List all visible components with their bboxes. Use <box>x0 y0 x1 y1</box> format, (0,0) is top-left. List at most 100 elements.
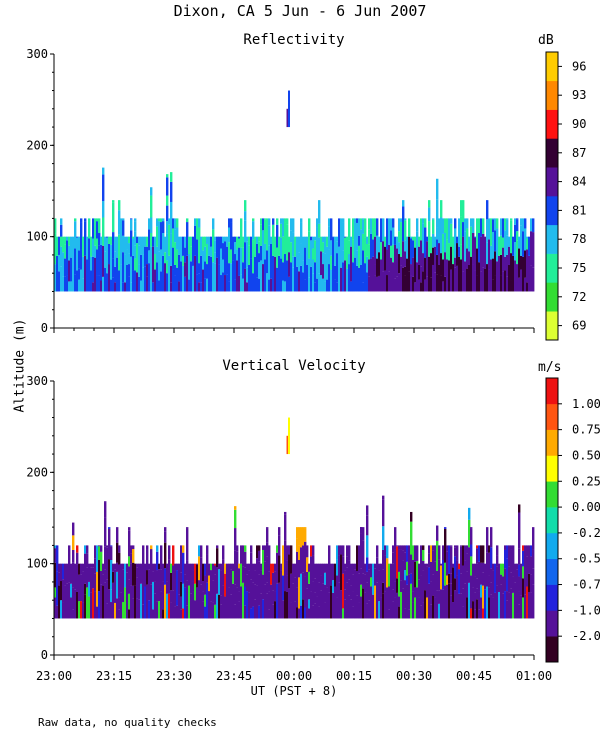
data-cell <box>108 527 111 529</box>
data-cell <box>150 187 153 196</box>
data-cell <box>388 271 391 292</box>
data-cell <box>520 269 523 292</box>
data-cell <box>326 563 329 588</box>
data-cell <box>432 545 435 551</box>
data-cell <box>418 236 421 247</box>
y-tick-label: 300 <box>26 47 48 61</box>
data-cell <box>68 236 71 246</box>
data-cell <box>422 549 425 561</box>
data-cell <box>396 545 399 547</box>
data-cell <box>456 575 459 592</box>
data-cell <box>412 257 415 277</box>
data-cell <box>452 264 455 292</box>
data-cell <box>530 231 533 266</box>
data-cell <box>128 609 131 619</box>
data-cell <box>338 280 341 292</box>
isolated-echo <box>286 108 288 128</box>
data-cell <box>462 236 465 272</box>
data-cell <box>404 545 407 553</box>
data-cell <box>96 545 99 572</box>
data-cell <box>270 236 273 244</box>
data-cell <box>258 605 261 619</box>
data-cell <box>116 562 119 572</box>
data-cell <box>276 247 279 268</box>
data-cell <box>224 275 227 292</box>
x-tick-label: 00:00 <box>276 669 312 683</box>
data-cell <box>532 568 535 585</box>
x-tick-label: 00:15 <box>336 669 372 683</box>
data-cell <box>212 229 215 263</box>
data-cell <box>188 585 191 619</box>
data-cell <box>370 586 373 619</box>
data-cell <box>136 272 139 292</box>
data-cell <box>276 267 279 292</box>
data-cell <box>156 246 159 263</box>
data-cell <box>478 609 481 619</box>
data-cell <box>412 276 415 292</box>
data-cell <box>290 218 293 231</box>
data-cell <box>494 230 497 252</box>
data-cell <box>510 218 513 221</box>
data-cell <box>498 591 501 619</box>
data-cell <box>284 218 287 223</box>
data-cell <box>64 585 67 619</box>
data-cell <box>438 559 441 591</box>
data-cell <box>434 561 437 598</box>
data-cell <box>476 578 479 589</box>
data-cell <box>472 218 475 234</box>
data-cell <box>408 609 411 619</box>
data-cell <box>80 249 83 270</box>
data-cell <box>428 200 431 208</box>
data-cell <box>332 236 335 238</box>
data-cell <box>324 563 327 573</box>
data-cell <box>178 594 181 619</box>
data-cell <box>78 268 81 280</box>
data-cell <box>350 599 353 619</box>
data-cell <box>520 218 523 226</box>
data-cell <box>254 584 257 600</box>
data-cell <box>430 236 433 254</box>
data-cell <box>160 591 163 619</box>
data-cell <box>504 230 507 257</box>
data-cell <box>208 236 211 256</box>
data-cell <box>194 218 197 226</box>
data-cell <box>184 563 187 575</box>
data-cell <box>180 596 183 610</box>
data-cell <box>394 527 397 550</box>
data-cell <box>168 593 171 619</box>
colorbar-swatch <box>546 558 558 585</box>
data-cell <box>114 282 117 292</box>
data-cell <box>162 609 165 619</box>
data-cell <box>370 563 373 578</box>
data-cell <box>256 558 259 586</box>
data-cell <box>230 263 233 292</box>
data-cell <box>442 218 445 234</box>
data-cell <box>132 255 135 271</box>
data-cell <box>280 586 283 619</box>
data-cell <box>244 605 247 619</box>
data-cell <box>312 236 315 249</box>
data-cell <box>208 575 211 592</box>
data-cell <box>488 575 491 588</box>
data-cell <box>174 229 177 243</box>
data-cell <box>150 246 153 281</box>
data-cell <box>264 259 267 292</box>
data-cell <box>230 563 233 570</box>
data-cell <box>200 236 203 256</box>
data-cell <box>488 552 491 576</box>
data-cell <box>450 583 453 596</box>
data-cell <box>178 236 181 255</box>
data-cell <box>64 236 67 245</box>
data-cell <box>260 563 263 571</box>
data-cell <box>82 278 85 292</box>
data-cell <box>180 261 183 292</box>
data-cell <box>122 220 125 236</box>
data-cell <box>172 228 175 248</box>
data-cell <box>398 273 401 292</box>
data-cell <box>112 571 115 583</box>
data-cell <box>130 585 133 619</box>
data-cell <box>328 218 331 227</box>
data-cell <box>446 218 449 240</box>
data-cell <box>290 602 293 619</box>
data-cell <box>182 255 185 266</box>
